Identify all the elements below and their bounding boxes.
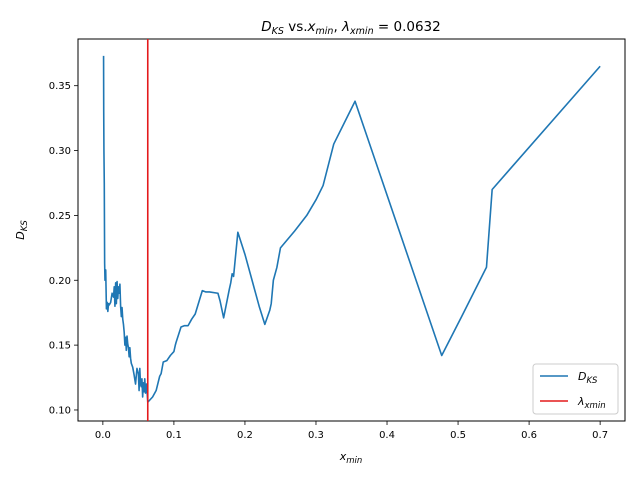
- title-value: = 0.0632: [374, 19, 441, 35]
- y-axis-title-sub: KS: [20, 220, 30, 232]
- x-tick-label: 0.7: [592, 430, 608, 441]
- x-tick-label: 0.4: [379, 430, 395, 441]
- x-axis-title-main: x: [339, 450, 347, 463]
- title-lambda: λ: [341, 19, 350, 35]
- legend: DKS λxmin: [532, 363, 619, 415]
- x-axis-ticks: 0.0 0.1 0.2 0.3 0.4 0.5 0.6 0.7: [95, 421, 608, 441]
- y-tick-label: 0.20: [49, 276, 71, 287]
- title-x: x: [307, 19, 317, 35]
- title-x-sub: min: [316, 26, 334, 37]
- legend-lambda-main: λ: [577, 395, 585, 408]
- x-tick-label: 0.2: [237, 430, 253, 441]
- chart-title: DKS vs.xmin, λxmin = 0.0632: [261, 19, 440, 37]
- title-comma: ,: [333, 19, 342, 35]
- legend-label-lambda: λxmin: [577, 395, 606, 411]
- x-tick-label: 0.6: [521, 430, 537, 441]
- title-d: D: [261, 19, 271, 35]
- y-tick-label: 0.15: [49, 341, 71, 352]
- y-axis-ticks: 0.10 0.15 0.20 0.25 0.30 0.35: [49, 81, 78, 416]
- y-tick-label: 0.30: [49, 146, 71, 157]
- x-tick-label: 0.5: [450, 430, 466, 441]
- y-tick-label: 0.35: [49, 81, 71, 92]
- y-tick-label: 0.10: [49, 405, 71, 416]
- x-axis-title: xmin: [339, 450, 363, 466]
- title-d-sub: KS: [272, 26, 284, 37]
- y-tick-label: 0.25: [49, 211, 71, 222]
- title-vs: vs.: [284, 19, 308, 35]
- y-axis-title-main: D: [14, 231, 27, 239]
- x-tick-label: 0.3: [308, 430, 324, 441]
- legend-dks-sub: KS: [586, 376, 598, 386]
- legend-lambda-sub: xmin: [584, 401, 606, 411]
- x-axis-title-sub: min: [346, 456, 362, 466]
- series-line-dks: [102, 55, 601, 403]
- legend-label-dks: DKS: [578, 370, 598, 386]
- legend-dks-main: D: [578, 370, 586, 383]
- title-lambda-sub: xmin: [349, 26, 374, 37]
- x-tick-label: 0.0: [95, 430, 111, 441]
- x-tick-label: 0.1: [166, 430, 182, 441]
- y-axis-title: DKS: [14, 220, 30, 240]
- plot-frame: [77, 38, 626, 422]
